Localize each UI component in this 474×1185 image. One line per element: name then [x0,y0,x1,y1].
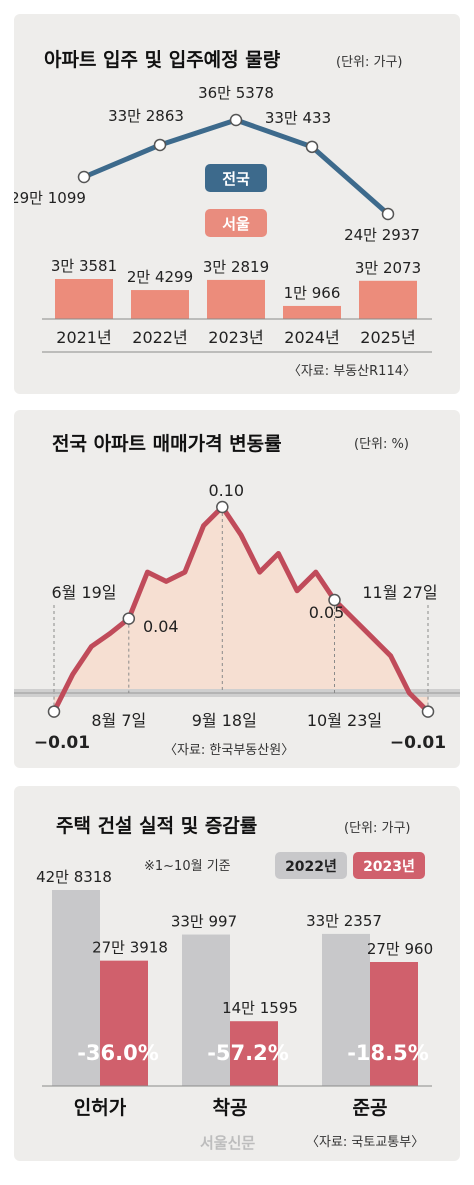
category-label: 준공 [353,1097,388,1119]
value-label: −0.01 [390,733,446,753]
construction-panel: 주택 건설 실적 및 증감률 (단위: 가구) ※1~10월 기준 2022년 … [14,786,460,1161]
change-rate-label: -18.5% [347,1041,429,1065]
chart-title: 전국 아파트 매매가격 변동률 [52,433,282,455]
unit-label: (단위: 가구) [344,821,411,836]
national-value-label: 36만 5378 [198,84,274,102]
value-label: −0.01 [34,733,90,753]
seoul-value-label: 2만 4299 [127,268,193,286]
bar-2022 [182,934,230,1086]
bar-2023 [100,960,148,1086]
legend-national-swatch [205,164,267,192]
year-tick-label: 2021년 [56,328,111,347]
change-point [122,612,136,625]
seoul-value-label: 3만 3581 [51,257,117,275]
change-rate-label: -57.2% [207,1041,289,1065]
seoul-bar [359,280,417,319]
source-label: 〈자료: 한국부동산원〉 [164,743,294,758]
legend-seoul-swatch [205,209,267,237]
date-label: 11월 27일 [362,583,437,602]
national-point [229,113,243,127]
date-label: 6월 19일 [51,583,116,602]
year-tick-label: 2022년 [132,328,187,347]
construction-chart: 주택 건설 실적 및 증감률 (단위: 가구) ※1~10월 기준 2022년 … [36,815,433,1152]
national-point [77,170,91,184]
bar-2023 [230,1021,278,1086]
change-point [47,705,61,718]
price-change-panel: 전국 아파트 매매가격 변동률 (단위: %) 6월 19일 −0.01 8월 7일… [14,410,460,768]
seoul-bar [131,290,189,319]
legend-2023: 2023년 [363,859,415,875]
value-label-2022: 42만 8318 [36,868,112,886]
seoul-bar [55,279,113,319]
legend-seoul: 서울 [222,215,250,233]
national-point [153,138,167,152]
bar-2022 [52,890,100,1086]
value-label-2023: 14만 1595 [222,999,298,1017]
category-label: 착공 [213,1097,248,1119]
seoul-value-label: 1만 966 [284,284,341,302]
source-label: 〈자료: 국토교통부〉 [306,1135,424,1150]
national-value-label: 24만 2937 [344,226,420,244]
plot-area: 29만 1099 33만 2863 36만 5378 33만 433 24만 2937 3… [14,84,432,353]
change-rate-label: -36.0% [77,1041,159,1065]
value-label-2023: 27만 3918 [92,939,168,957]
watermark-logo: 서울신문 [200,1134,255,1152]
national-value-label: 29만 1099 [14,189,86,207]
year-tick-label: 2024년 [284,328,339,347]
legend-national: 전국 [222,170,250,188]
value-label-2022: 33만 2357 [306,912,382,930]
national-value-label: 33만 2863 [108,107,184,125]
bar-2023 [370,962,418,1086]
category-label: 인허가 [74,1097,127,1119]
page-footer [0,1163,474,1185]
change-point [216,500,229,514]
date-label: 10월 23일 [307,711,382,730]
plot-area: 42만 8318 27만 3918 -36.0% 인허가 33만 997 14만 1595… [36,868,433,1119]
chart-title: 주택 건설 실적 및 증감률 [56,815,257,837]
housing-supply-chart: 아파트 입주 및 입주예정 물량 (단위: 가구) 29만 1099 33만 28… [14,49,432,379]
value-label: 0.05 [309,603,345,622]
seoul-bar [283,305,341,319]
national-point [305,140,319,154]
source-label: 〈자료: 부동산R114〉 [288,364,416,379]
year-tick-label: 2025년 [360,328,415,347]
change-point [328,593,341,607]
legend-2022: 2022년 [285,859,337,875]
change-point [421,705,435,718]
unit-label: (단위: %) [354,437,409,452]
date-label: 8월 7일 [91,711,146,730]
chart-title: 아파트 입주 및 입주예정 물량 [44,49,281,71]
year-tick-label: 2023년 [208,328,263,347]
date-label: 9월 18일 [192,711,257,730]
seoul-bar [207,279,265,319]
housing-supply-panel: 아파트 입주 및 입주예정 물량 (단위: 가구) 29만 1099 33만 28… [14,14,460,394]
note-label: ※1~10월 기준 [144,859,231,874]
legend-2023-swatch [353,852,425,879]
bar-2022 [322,933,370,1086]
value-label: 0.04 [143,617,179,636]
national-point [381,207,395,221]
value-label-2022: 33만 997 [171,913,237,931]
value-label: 0.10 [208,481,244,500]
seoul-value-label: 3만 2819 [203,258,269,276]
value-label-2023: 27만 960 [367,940,433,958]
seoul-value-label: 3만 2073 [355,259,421,277]
unit-label: (단위: 가구) [336,55,403,70]
legend-2022-swatch [275,852,347,879]
national-value-label: 33만 433 [265,109,331,127]
change-series-line [51,504,430,714]
